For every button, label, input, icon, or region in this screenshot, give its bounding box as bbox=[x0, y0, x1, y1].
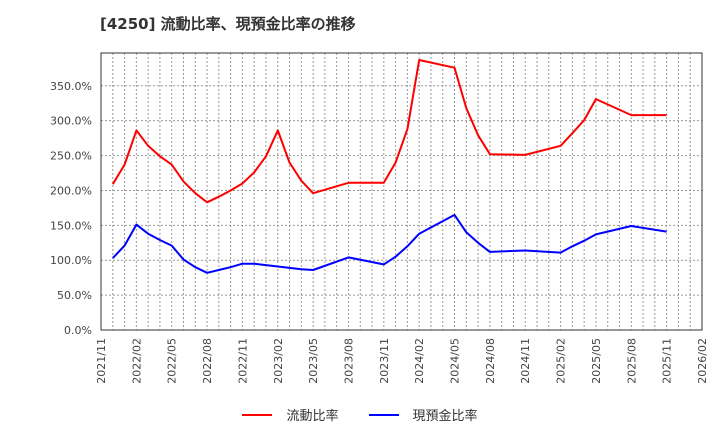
x-tick-label: 2022/11 bbox=[236, 338, 249, 384]
y-tick-label: 100.0% bbox=[50, 254, 92, 267]
x-tick-label: 2022/05 bbox=[166, 338, 179, 384]
cash-ratio-line bbox=[112, 213, 667, 274]
y-tick-label: 150.0% bbox=[50, 219, 92, 232]
legend-swatch-current-ratio bbox=[242, 413, 273, 416]
x-tick-label: 2025/11 bbox=[661, 338, 674, 384]
legend-item-current-ratio[interactable]: 流動比率 bbox=[242, 405, 339, 424]
x-tick-label: 2024/08 bbox=[484, 338, 497, 384]
legend-label-cash-ratio: 現預金比率 bbox=[412, 409, 478, 424]
y-tick-label: 300.0% bbox=[50, 115, 92, 128]
x-tick-label: 2023/11 bbox=[378, 338, 391, 384]
x-tick-label: 2024/11 bbox=[519, 338, 532, 384]
x-tick-label: 2025/05 bbox=[590, 338, 603, 384]
x-tick-label: 2026/02 bbox=[696, 338, 709, 384]
y-tick-label: 350.0% bbox=[50, 80, 92, 93]
current-ratio-line bbox=[111, 59, 667, 204]
legend-swatch-cash-ratio bbox=[368, 413, 399, 416]
x-tick-label: 2023/02 bbox=[272, 338, 285, 384]
y-tick-label: 200.0% bbox=[50, 184, 92, 197]
legend-label-current-ratio: 流動比率 bbox=[286, 409, 339, 424]
legend-item-cash-ratio[interactable]: 現預金比率 bbox=[368, 405, 478, 424]
x-tick-label: 2022/02 bbox=[130, 338, 143, 384]
x-tick-label: 2021/11 bbox=[95, 338, 108, 384]
x-tick-label: 2024/05 bbox=[449, 338, 462, 384]
x-tick-label: 2024/02 bbox=[413, 338, 426, 384]
x-tick-label: 2022/08 bbox=[201, 338, 214, 384]
x-tick-label: 2025/02 bbox=[555, 338, 568, 384]
y-tick-label: 250.0% bbox=[50, 150, 92, 163]
x-tick-label: 2023/05 bbox=[307, 338, 320, 384]
plot-frame bbox=[100, 52, 703, 331]
x-tick-label: 2023/08 bbox=[342, 338, 355, 384]
legend: 流動比率 現預金比率 bbox=[0, 405, 720, 424]
chart-title: [4250] 流動比率、現預金比率の推移 bbox=[100, 15, 356, 33]
y-tick-label: 0.0% bbox=[64, 324, 92, 337]
x-tick-label: 2025/08 bbox=[625, 338, 638, 384]
y-tick-label: 50.0% bbox=[57, 289, 92, 302]
